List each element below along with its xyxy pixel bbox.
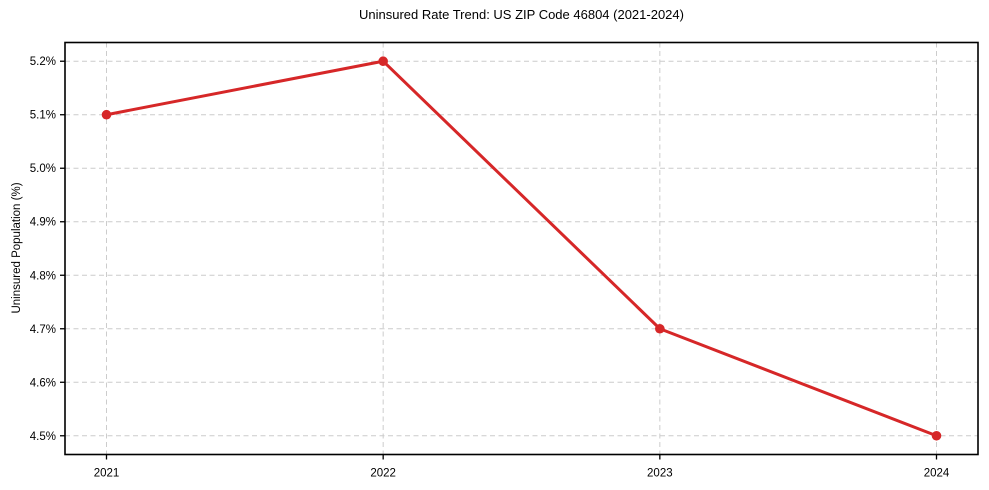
y-tick-label: 5.1% <box>30 110 56 122</box>
y-tick-label: 5.0% <box>30 163 56 175</box>
y-tick-label: 4.8% <box>30 270 56 282</box>
x-tick-label: 2023 <box>647 468 673 480</box>
y-tick-label: 4.7% <box>30 324 56 336</box>
data-point-marker <box>655 323 665 334</box>
y-tick-label: 4.9% <box>30 217 56 229</box>
data-point-marker <box>931 430 942 441</box>
trend-line <box>105 59 938 438</box>
x-tick-label: 2022 <box>370 468 396 480</box>
x-tick-label: 2021 <box>94 468 120 480</box>
y-tick-label: 4.5% <box>30 431 56 443</box>
y-tick-label: 4.6% <box>30 377 56 389</box>
data-point-marker <box>101 109 112 120</box>
y-axis-label: Uninsured Population (%) <box>11 182 23 314</box>
plot-frame <box>64 41 979 456</box>
chart-title: Uninsured Rate Trend: US ZIP Code 46804 … <box>359 7 684 22</box>
data-point-marker <box>378 56 388 67</box>
y-tick-label: 5.2% <box>30 56 56 68</box>
x-tick-label: 2024 <box>924 468 950 480</box>
